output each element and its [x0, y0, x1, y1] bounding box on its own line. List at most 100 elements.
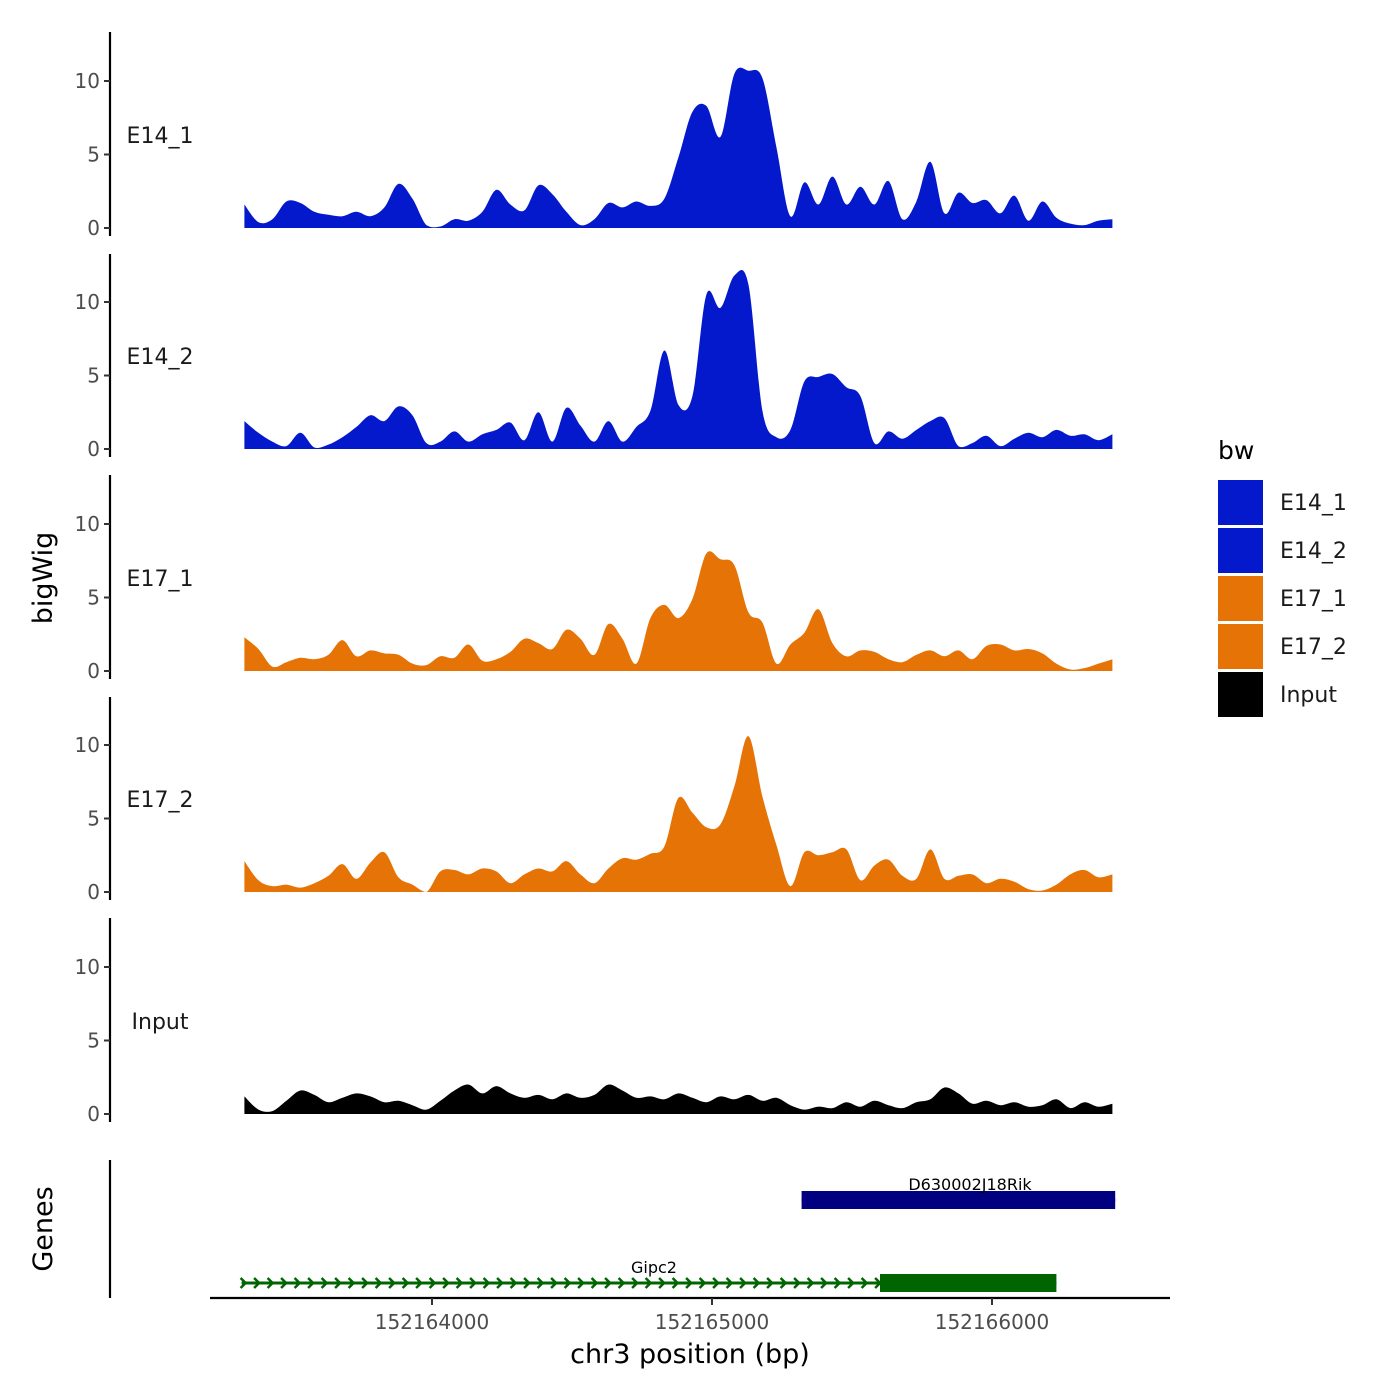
- strand-chevron: [590, 1277, 599, 1289]
- strand-chevron: [469, 1277, 477, 1289]
- legend-swatch: [1218, 672, 1263, 717]
- strand-chevron: [860, 1277, 869, 1289]
- strand-chevron: [752, 1277, 761, 1289]
- y-tick-label: 5: [87, 1029, 100, 1053]
- legend-item-e14-2: E14_2: [1218, 528, 1347, 573]
- y-tick-label: 5: [87, 586, 100, 610]
- strand-chevron: [550, 1277, 558, 1289]
- gene-label: Gipc2: [631, 1258, 677, 1277]
- legend-label: E14_2: [1280, 539, 1347, 564]
- legend-label: E17_1: [1280, 587, 1347, 612]
- strand-chevron: [806, 1277, 815, 1289]
- y-axis-title: bigWig: [28, 532, 59, 625]
- gene-label: D630002J18Rik: [908, 1175, 1032, 1194]
- track-label: E14_2: [127, 345, 194, 370]
- strand-chevron: [320, 1277, 329, 1289]
- strand-chevron: [388, 1277, 396, 1289]
- legend-item-e14-1: E14_1: [1218, 480, 1347, 525]
- y-tick-label: 5: [87, 364, 100, 388]
- legend-title: bw: [1218, 436, 1254, 465]
- genes-panel: D630002J18Rik Gipc2: [108, 1160, 1116, 1298]
- strand-chevron: [577, 1277, 585, 1289]
- gene-exon: [880, 1274, 1057, 1292]
- track-label: E17_2: [127, 788, 194, 813]
- legend-label: Input: [1280, 683, 1337, 708]
- y-tick-label: 10: [75, 512, 100, 536]
- strand-chevron: [293, 1277, 302, 1289]
- strand-chevron: [280, 1277, 288, 1289]
- strand-chevron: [482, 1277, 491, 1289]
- strand-chevron: [725, 1277, 734, 1289]
- strand-chevron: [698, 1277, 707, 1289]
- legend-item-e17-2: E17_2: [1218, 624, 1347, 669]
- strand-chevron: [793, 1277, 801, 1289]
- y-tick-label: 10: [75, 290, 100, 314]
- legend-item-e17-1: E17_1: [1218, 576, 1347, 621]
- x-tick-label: 152164000: [375, 1310, 490, 1334]
- strand-chevron: [563, 1277, 572, 1289]
- track-e17-1: 0 5 10 E17_1: [75, 475, 1113, 683]
- legend-label: E14_1: [1280, 491, 1347, 516]
- genes-axis-title: Genes: [28, 1186, 59, 1271]
- signal-area-e14-2: [244, 270, 1113, 449]
- track-input: 0 5 10 Input: [75, 918, 1113, 1126]
- strand-chevron: [239, 1277, 248, 1289]
- strand-chevron: [401, 1277, 410, 1289]
- signal-area-e17-1: [244, 551, 1113, 671]
- y-tick-label: 0: [87, 1102, 100, 1126]
- strand-chevron: [644, 1277, 653, 1289]
- legend-swatch: [1218, 528, 1263, 573]
- strand-chevron: [685, 1277, 693, 1289]
- track-label: E17_1: [127, 567, 194, 592]
- y-tick-label: 0: [87, 437, 100, 461]
- strand-chevron: [442, 1277, 450, 1289]
- legend-swatch: [1218, 576, 1263, 621]
- strand-chevron: [658, 1277, 666, 1289]
- gene-gipc2: Gipc2: [239, 1258, 1057, 1292]
- strand-chevron: [536, 1277, 545, 1289]
- legend-label: E17_2: [1280, 635, 1347, 660]
- y-tick-label: 10: [75, 955, 100, 979]
- x-axis: 152164000 152165000 152166000: [210, 1296, 1170, 1334]
- strand-chevron: [523, 1277, 531, 1289]
- track-label: E14_1: [127, 124, 194, 149]
- track-label: Input: [132, 1010, 189, 1035]
- strand-chevron: [374, 1277, 383, 1289]
- strand-chevron: [712, 1277, 720, 1289]
- bigwig-tracks: 0 5 10 E14_1 0 5 10 E14_2 0 5 10 E17_1 0 5 10 E17_2 0 5 10…: [75, 32, 1113, 1126]
- track-e17-2: 0 5 10 E17_2: [75, 697, 1113, 904]
- strand-chevron: [347, 1277, 356, 1289]
- strand-chevron: [671, 1277, 680, 1289]
- y-tick-label: 10: [75, 69, 100, 93]
- signal-area-e14-1: [244, 67, 1113, 228]
- y-tick-label: 5: [87, 807, 100, 831]
- strand-chevron: [847, 1277, 855, 1289]
- strand-chevron: [415, 1277, 423, 1289]
- y-tick-label: 0: [87, 659, 100, 683]
- strand-chevron: [455, 1277, 464, 1289]
- gene-d630002j18rik: D630002J18Rik: [801, 1175, 1116, 1209]
- strand-chevron: [253, 1277, 261, 1289]
- gene-exon: [801, 1191, 1116, 1209]
- x-tick-label: 152165000: [655, 1310, 770, 1334]
- legend-swatch: [1218, 480, 1263, 525]
- strand-chevron: [820, 1277, 828, 1289]
- strand-chevron: [509, 1277, 518, 1289]
- track-e14-2: 0 5 10 E14_2: [75, 254, 1113, 461]
- strand-chevron: [766, 1277, 774, 1289]
- strand-chevron: [739, 1277, 747, 1289]
- y-tick-label: 10: [75, 733, 100, 757]
- signal-area-input: [244, 1084, 1113, 1114]
- strand-chevron: [428, 1277, 437, 1289]
- x-tick-label: 152166000: [935, 1310, 1050, 1334]
- y-tick-label: 5: [87, 143, 100, 167]
- strand-chevron: [361, 1277, 369, 1289]
- strand-chevron: [307, 1277, 315, 1289]
- y-tick-label: 0: [87, 880, 100, 904]
- x-axis-title: chr3 position (bp): [570, 1339, 810, 1370]
- strand-chevron: [617, 1277, 626, 1289]
- signal-area-e17-2: [244, 736, 1113, 892]
- strand-chevron: [833, 1277, 842, 1289]
- legend-swatch: [1218, 624, 1263, 669]
- strand-chevron: [631, 1277, 639, 1289]
